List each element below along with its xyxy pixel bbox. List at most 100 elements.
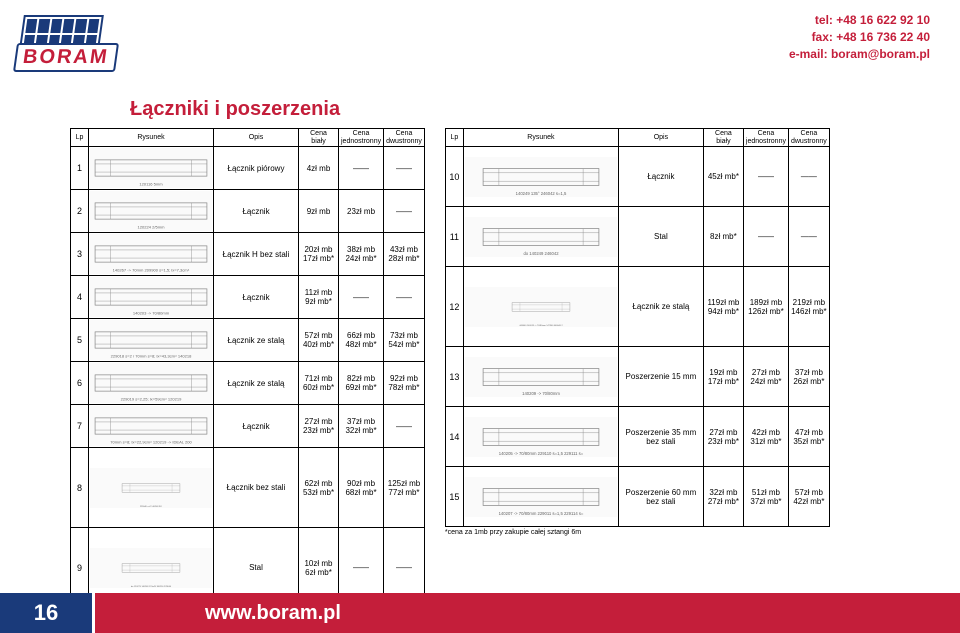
cell-cena-bialy: 57zł mb40zł mb*: [299, 319, 339, 362]
cell-cena-jedno: 66zł mb48zł mb*: [339, 319, 384, 362]
table-row: 13 140209 -> 70/80mm Poszerzenie 15 mm 1…: [445, 347, 829, 407]
cell-opis: Stal: [618, 207, 703, 267]
th-cena-bialy: Cenabiały: [703, 129, 743, 147]
th-cena-jedno: Cenajednostronny: [743, 129, 788, 147]
th-rysunek: Rysunek: [89, 129, 214, 147]
cell-cena-dwu: 219zł mb146zł mb*: [788, 267, 829, 347]
svg-text:229018 s=2 / 70mm s=8; lx=43,3: 229018 s=2 / 70mm s=8; lx=43,3cm⁴ 140218: [111, 354, 193, 359]
footnote-right: *cena za 1mb przy zakupie całej sztangi …: [445, 529, 830, 536]
table-row: 11 do 140249 246042 Stal 8zł mb* —— ——: [445, 207, 829, 267]
cell-cena-bialy: 45zł mb*: [703, 147, 743, 207]
cell-drawing: 229018 s=2 / 70mm s=8; lx=43,3cm⁴ 140218: [89, 319, 214, 362]
cell-drawing: 120224 2/5mm: [89, 190, 214, 233]
cell-cena-bialy: 62zł mb53zł mb*: [299, 448, 339, 528]
cell-cena-bialy: 19zł mb17zł mb*: [703, 347, 743, 407]
cell-cena-dwu: 57zł mb42zł mb*: [788, 467, 829, 527]
cell-lp: 14: [445, 407, 463, 467]
page-title: Łączniki i poszerzenia: [130, 98, 340, 121]
cell-opis: Łącznik: [618, 147, 703, 207]
cell-cena-bialy: 11zł mb9zł mb*: [299, 276, 339, 319]
cell-drawing: 140267 -> 70mm 209900 s=1,5; lx=7,3cm⁴: [89, 233, 214, 276]
cell-cena-jedno: ——: [743, 147, 788, 207]
cell-lp: 13: [445, 347, 463, 407]
table-row: 5 229018 s=2 / 70mm s=8; lx=43,3cm⁴ 1402…: [71, 319, 425, 362]
footer: 16 www.boram.pl: [0, 593, 960, 633]
cell-cena-dwu: 73zł mb54zł mb*: [384, 319, 425, 362]
cell-cena-dwu: 125zł mb77zł mb*: [384, 448, 425, 528]
cell-drawing: 70mm s=8; lx=22,9cm⁴ 120219 -> IDEAL 200: [89, 405, 214, 448]
logo-text: BORAM: [13, 43, 119, 72]
table-row: 3 140267 -> 70mm 209900 s=1,5; lx=7,3cm⁴…: [71, 233, 425, 276]
cell-opis: Łącznik piórowy: [214, 147, 299, 190]
cell-opis: Łącznik ze stalą: [214, 319, 299, 362]
table-row: 1 120116 5mm Łącznik piórowy 4zł mb —— —…: [71, 147, 425, 190]
cell-lp: 7: [71, 405, 89, 448]
cell-cena-dwu: ——: [384, 190, 425, 233]
right-table: Lp Rysunek Opis Cenabiały Cenajednostron…: [445, 128, 830, 527]
cell-cena-bialy: 32zł mb27zł mb*: [703, 467, 743, 527]
cell-lp: 12: [445, 267, 463, 347]
cell-lp: 11: [445, 207, 463, 267]
table-row: 10 140249 135° 246042 s=1,5 Łącznik 45zł…: [445, 147, 829, 207]
cell-cena-dwu: ——: [788, 207, 829, 267]
svg-text:120224 2/5mm: 120224 2/5mm: [138, 225, 166, 230]
table-row: 15 140207 -> 70/80mm 229011 s=1,5 229114…: [445, 467, 829, 527]
cell-lp: 4: [71, 276, 89, 319]
cell-opis: Łącznik H bez stali: [214, 233, 299, 276]
cell-drawing: 120116 5mm: [89, 147, 214, 190]
table-row: 14 140205 -> 70/80mm 229110 s=1,5 229111…: [445, 407, 829, 467]
table-row: 4 140203 -> 70/80mm Łącznik 11zł mb9zł m…: [71, 276, 425, 319]
cell-lp: 10: [445, 147, 463, 207]
table-row: 12 446040 140243 -> 70/80mm 147340 44604…: [445, 267, 829, 347]
cell-lp: 6: [71, 362, 89, 405]
cell-cena-bialy: 27zł mb23zł mb*: [703, 407, 743, 467]
cell-cena-jedno: ——: [339, 276, 384, 319]
cell-lp: 3: [71, 233, 89, 276]
svg-text:140205 -> 70/80mm 229110 s=1,5: 140205 -> 70/80mm 229110 s=1,5 229111 s=: [499, 451, 584, 456]
cell-cena-bialy: 8zł mb*: [703, 207, 743, 267]
svg-text:do 120275 140248 170x45 180250: do 120275 140248 170x45 180250 229040: [131, 586, 172, 588]
contact-tel: tel: +48 16 622 92 10: [789, 12, 930, 29]
cell-lp: 1: [71, 147, 89, 190]
th-cena-dwu: Cenadwustronny: [788, 129, 829, 147]
cell-cena-jedno: 51zł mb37zł mb*: [743, 467, 788, 527]
th-cena-bialy: Cenabiały: [299, 129, 339, 147]
th-lp: Lp: [71, 129, 89, 147]
cell-cena-jedno: ——: [743, 207, 788, 267]
cell-cena-jedno: 38zł mb24zł mb*: [339, 233, 384, 276]
table-row: 7 70mm s=8; lx=22,9cm⁴ 120219 -> IDEAL 2…: [71, 405, 425, 448]
cell-drawing: 446040 140243 -> 70/80mm 147340 446040 2: [463, 267, 618, 347]
svg-text:229019 s=2,25; lx=59cm⁴ 120219: 229019 s=2,25; lx=59cm⁴ 120219: [121, 397, 182, 402]
cell-cena-jedno: ——: [339, 147, 384, 190]
cell-cena-dwu: ——: [788, 147, 829, 207]
cell-cena-jedno: 90zł mb68zł mb*: [339, 448, 384, 528]
cell-opis: Poszerzenie 15 mm: [618, 347, 703, 407]
cell-lp: 5: [71, 319, 89, 362]
cell-opis: Poszerzenie 60 mm bez stali: [618, 467, 703, 527]
cell-cena-dwu: 92zł mb78zł mb*: [384, 362, 425, 405]
svg-text:140207 -> 70/80mm 229011 s=1,5: 140207 -> 70/80mm 229011 s=1,5 229114 s=: [498, 511, 583, 516]
cell-lp: 15: [445, 467, 463, 527]
table-row: 6 229019 s=2,25; lx=59cm⁴ 120219 Łącznik…: [71, 362, 425, 405]
table-row: 8 229040 s=2 140248 90° Łącznik bez stal…: [71, 448, 425, 528]
cell-lp: 8: [71, 448, 89, 528]
cell-cena-jedno: 189zł mb126zł mb*: [743, 267, 788, 347]
svg-text:120116 5mm: 120116 5mm: [139, 182, 163, 187]
left-table-wrapper: Lp Rysunek Opis Cenabiały Cenajednostron…: [70, 128, 425, 617]
cell-drawing: 140207 -> 70/80mm 229011 s=1,5 229114 s=: [463, 467, 618, 527]
cell-cena-jedno: 37zł mb32zł mb*: [339, 405, 384, 448]
logo: BORAM: [20, 15, 100, 70]
cell-cena-jedno: 27zł mb24zł mb*: [743, 347, 788, 407]
cell-cena-jedno: 23zł mb: [339, 190, 384, 233]
cell-opis: Łącznik ze stalą: [214, 362, 299, 405]
cell-lp: 2: [71, 190, 89, 233]
cell-opis: Łącznik: [214, 276, 299, 319]
right-table-wrapper: Lp Rysunek Opis Cenabiały Cenajednostron…: [445, 128, 830, 617]
cell-drawing: do 140249 246042: [463, 207, 618, 267]
cell-cena-bialy: 27zł mb23zł mb*: [299, 405, 339, 448]
cell-cena-bialy: 4zł mb: [299, 147, 339, 190]
cell-opis: Łącznik: [214, 190, 299, 233]
cell-opis: Poszerzenie 35 mm bez stali: [618, 407, 703, 467]
cell-cena-bialy: 71zł mb60zł mb*: [299, 362, 339, 405]
cell-drawing: 140205 -> 70/80mm 229110 s=1,5 229111 s=: [463, 407, 618, 467]
